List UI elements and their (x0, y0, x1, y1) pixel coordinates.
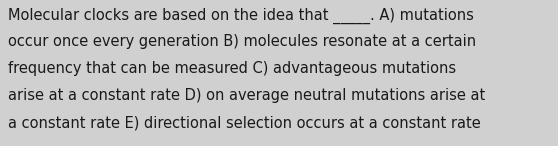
Text: occur once every generation B) molecules resonate at a certain: occur once every generation B) molecules… (8, 34, 477, 49)
Text: Molecular clocks are based on the idea that _____. A) mutations: Molecular clocks are based on the idea t… (8, 7, 474, 24)
Text: arise at a constant rate D) on average neutral mutations arise at: arise at a constant rate D) on average n… (8, 88, 485, 103)
Text: frequency that can be measured C) advantageous mutations: frequency that can be measured C) advant… (8, 61, 456, 76)
Text: a constant rate E) directional selection occurs at a constant rate: a constant rate E) directional selection… (8, 115, 481, 130)
